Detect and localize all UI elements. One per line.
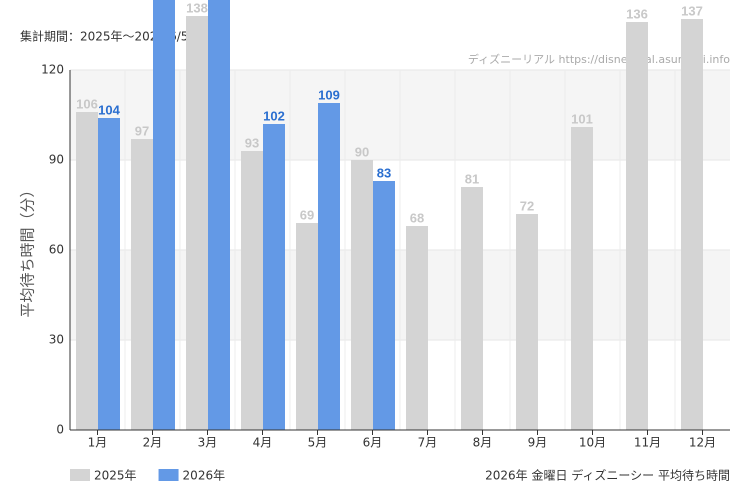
bar [373,181,395,430]
bar [296,223,318,430]
x-tick-label: 8月 [473,436,493,450]
x-tick-label: 5月 [308,436,328,450]
bar [98,118,120,430]
bar [516,214,538,430]
bar [571,127,593,430]
bar [208,0,230,430]
bar [76,112,98,430]
bar [461,187,483,430]
y-tick-label: 0 [56,423,64,437]
y-tick-label: 60 [49,243,64,257]
value-label: 72 [520,198,534,213]
x-tick-label: 6月 [363,436,383,450]
y-tick-label: 30 [49,333,64,347]
value-label: 69 [300,207,314,222]
legend-swatch [158,469,179,481]
bar [351,160,373,430]
bar [626,22,648,430]
value-label: 136 [626,6,648,21]
legend-swatch [70,469,90,481]
bar [318,103,340,430]
bar [131,139,153,430]
x-tick-label: 3月 [198,436,218,450]
x-tick-label: 1月 [88,436,108,450]
legend-label: 2025年 [94,469,137,483]
bar [186,16,208,430]
x-tick-label: 10月 [579,436,606,450]
legend-label: 2026年 [183,469,226,483]
x-tick-label: 12月 [689,436,716,450]
x-tick-label: 11月 [634,436,661,450]
chart-title: 2026年 金曜日 ディズニーシー 平均待ち時間 [485,468,730,483]
bar [406,226,428,430]
value-label: 83 [377,165,391,180]
y-axis-label: 平均待ち時間（分） [19,182,37,317]
x-tick-label: 4月 [253,436,273,450]
value-label: 81 [465,171,479,186]
value-label: 109 [318,87,340,102]
y-tick-label: 90 [49,153,64,167]
value-label: 138 [186,0,208,15]
value-label: 101 [571,111,593,126]
value-label: 68 [410,210,424,225]
value-label: 93 [245,135,259,150]
y-tick-label: 120 [41,63,64,77]
value-label: 106 [76,96,98,111]
bar [153,0,175,430]
value-label: 137 [681,3,703,18]
bar [263,124,285,430]
x-tick-label: 7月 [418,436,438,450]
source: ディズニーリアル https://disneyreal.asumirai.inf… [468,52,730,66]
value-label: 102 [263,108,285,123]
x-tick-label: 2月 [143,436,163,450]
value-label: 90 [355,144,369,159]
bar [241,151,263,430]
x-tick-label: 9月 [528,436,548,450]
value-label: 97 [135,123,149,138]
bar [681,19,703,430]
value-label: 104 [98,102,120,117]
subtitle: 集計期間：2025年〜2026/6/5 [20,29,188,44]
